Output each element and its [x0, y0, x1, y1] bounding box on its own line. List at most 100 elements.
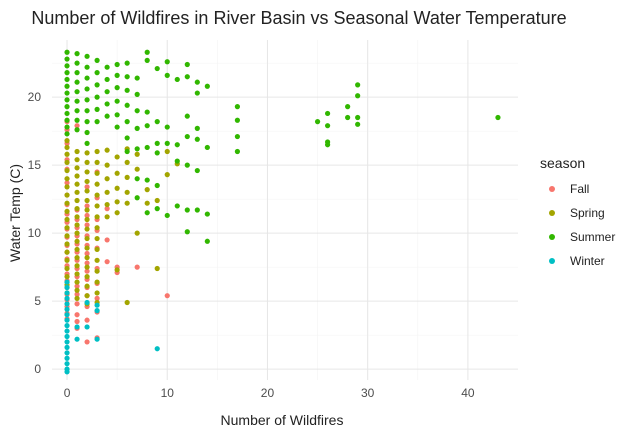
data-point	[355, 114, 361, 121]
data-point	[104, 176, 110, 182]
data-point	[104, 64, 110, 70]
data-point	[74, 79, 80, 85]
data-point	[104, 189, 110, 195]
data-point	[74, 60, 80, 66]
data-point	[204, 83, 210, 89]
legend-key-spring	[549, 210, 555, 216]
data-point	[154, 150, 160, 156]
data-point	[94, 214, 100, 220]
data-point	[84, 64, 90, 70]
data-point	[174, 142, 180, 148]
data-point	[64, 233, 70, 239]
data-point	[94, 119, 100, 125]
data-point	[144, 177, 150, 183]
data-point	[64, 328, 70, 334]
data-point	[164, 148, 170, 155]
data-point	[84, 317, 90, 323]
data-point	[194, 79, 200, 85]
data-point	[74, 165, 80, 171]
data-point	[64, 344, 70, 350]
data-point	[94, 290, 100, 296]
data-point	[64, 290, 70, 296]
data-point	[74, 263, 80, 269]
data-point	[84, 235, 90, 242]
data-point	[64, 350, 70, 356]
data-point	[84, 245, 90, 251]
data-point	[64, 323, 70, 329]
data-point	[84, 178, 90, 185]
data-point	[184, 229, 190, 235]
data-point	[74, 189, 80, 195]
data-point	[64, 97, 70, 103]
data-point	[174, 76, 180, 83]
data-point	[204, 238, 210, 244]
data-point	[94, 257, 100, 263]
data-point	[144, 49, 150, 55]
y-tick-label: 20	[28, 90, 42, 104]
data-point	[64, 83, 70, 89]
data-point	[74, 279, 80, 285]
data-point	[114, 98, 120, 104]
chart-title: Number of Wildfires in River Basin vs Se…	[31, 8, 566, 28]
data-point	[64, 49, 70, 55]
data-point	[114, 199, 120, 205]
data-point	[74, 70, 80, 76]
data-point	[94, 192, 100, 198]
data-point	[64, 241, 70, 247]
data-point	[104, 201, 110, 208]
data-point	[64, 355, 70, 361]
data-point	[64, 110, 70, 117]
data-point	[124, 87, 130, 93]
data-point	[84, 299, 90, 306]
data-point	[64, 306, 70, 312]
data-point	[154, 65, 160, 72]
data-point	[194, 136, 200, 142]
data-point	[74, 291, 80, 297]
legend-label: Fall	[570, 182, 589, 196]
data-point	[84, 188, 90, 194]
data-point	[84, 86, 90, 92]
data-point	[74, 324, 80, 330]
data-point	[124, 299, 130, 306]
data-point	[184, 133, 190, 140]
data-point	[94, 225, 100, 231]
data-point	[104, 113, 110, 119]
data-point	[84, 169, 90, 175]
x-axis-label: Number of Wildfires	[221, 412, 344, 428]
data-point	[64, 333, 70, 340]
data-point	[124, 200, 130, 206]
data-point	[114, 154, 120, 160]
data-point	[74, 181, 80, 187]
data-point	[184, 162, 190, 168]
data-point	[324, 123, 331, 129]
legend-key-fall	[549, 186, 555, 192]
data-point	[74, 157, 80, 163]
data-point	[84, 250, 90, 257]
data-point	[84, 293, 90, 299]
data-point	[84, 53, 90, 59]
data-point	[74, 255, 80, 261]
data-point	[64, 369, 70, 375]
data-point	[84, 339, 90, 345]
data-point	[84, 260, 90, 266]
data-point	[164, 72, 170, 78]
data-point	[94, 70, 100, 76]
data-points	[64, 49, 501, 375]
data-point	[74, 51, 80, 57]
data-point	[164, 172, 170, 178]
legend-label: Winter	[570, 254, 605, 268]
data-point	[134, 166, 140, 172]
data-point	[124, 189, 130, 195]
data-point	[64, 295, 70, 301]
y-axis-label: Water Temp (C)	[7, 164, 23, 262]
data-point	[84, 207, 90, 213]
data-point	[134, 91, 140, 97]
data-point	[64, 76, 70, 83]
data-point	[194, 167, 200, 174]
data-point	[154, 119, 160, 125]
data-point	[74, 301, 80, 307]
data-point	[64, 131, 70, 137]
data-point	[164, 59, 170, 65]
data-point	[164, 293, 170, 299]
